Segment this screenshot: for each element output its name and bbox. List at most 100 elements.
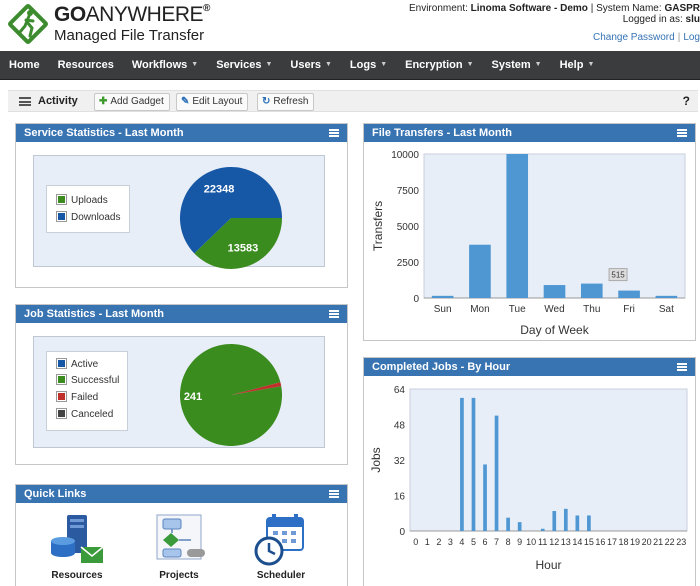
gadget-menu-icon[interactable] [677,363,687,371]
legend-item-canceled[interactable]: Canceled [56,408,114,420]
pie-slice-successful[interactable] [180,344,282,447]
x-tick-label: 20 [642,537,652,547]
goanywhere-logo-icon[interactable] [6,2,50,46]
gadget-menu-icon[interactable] [677,129,687,137]
add-gadget-label: Add Gadget [110,96,164,107]
legend-label: Failed [71,392,99,403]
nav-encryption[interactable]: Encryption ▼ [396,51,482,79]
bar-Wed[interactable] [543,285,566,298]
bar-12[interactable] [552,511,557,531]
bar-15[interactable] [587,515,591,531]
bar-Sat[interactable] [655,295,678,298]
quick-link-resources[interactable]: Resources [44,513,110,581]
bar-5[interactable] [471,397,476,531]
bar-Fri[interactable] [618,290,640,298]
bar-6[interactable] [483,464,487,531]
x-tick-label: 13 [561,537,571,547]
nav-help-label: Help [559,59,584,71]
y-tick-label: 7500 [397,186,420,197]
legend-item-failed[interactable]: Failed [56,391,99,403]
tooltip-box [608,268,628,282]
bar-13[interactable] [563,508,568,531]
projects-icon [156,514,205,560]
bar-9[interactable] [517,522,522,531]
x-tick-label: 11 [538,537,547,547]
add-gadget-button[interactable]: ✚ Add Gadget [94,93,170,111]
x-tick-label: 4 [459,537,464,547]
pie-slice-failed[interactable] [231,382,282,395]
nav-users[interactable]: Users ▼ [281,51,341,79]
x-tick-label: 17 [607,537,617,547]
legend-label: Canceled [71,409,114,420]
change-password-link[interactable]: Change Password [592,32,675,43]
gadget-header: File Transfers - Last Month [364,124,695,142]
bar-11[interactable] [540,528,545,531]
x-tick-label: Wed [544,304,564,315]
nav-system[interactable]: System ▼ [483,51,551,79]
completed-jobs-gadget: Completed Jobs - By Hour 0 16 32 48 64 0 1 2 3 4 5… [363,357,696,586]
pie-slice-uploads[interactable] [194,218,282,269]
main-nav: Home Resources Workflows ▼ Services ▼ User… [0,51,700,80]
gadget-menu-icon[interactable] [329,490,339,498]
nav-workflows[interactable]: Workflows ▼ [123,51,207,79]
x-tick-label: 5 [471,537,476,547]
nav-services[interactable]: Services ▼ [207,51,281,79]
pie-slice-downloads[interactable] [180,167,282,254]
dashboard-title: Activity [38,95,78,107]
pencil-icon: ✎ [181,96,190,107]
y-tick-label: 64 [394,385,406,396]
link-separator: | [677,32,681,43]
edit-layout-button[interactable]: ✎ Edit Layout [176,93,249,111]
y-tick-label: 2500 [397,258,420,269]
quick-links-gadget: Quick Links Resources Projects [15,484,348,586]
nav-home[interactable]: Home [0,51,49,79]
x-tick-label: 19 [630,537,640,547]
bar-Mon[interactable] [469,244,491,298]
gadget-menu-icon[interactable] [329,310,339,318]
x-axis-label: Day of Week [520,323,589,337]
service-pie-chart: 13583 22348 [180,167,282,269]
help-icon[interactable]: ? [682,94,690,108]
y-tick-label: 5000 [397,222,420,233]
bar-Thu[interactable] [580,283,603,298]
y-axis-label: Jobs [369,447,383,472]
legend-item-successful[interactable]: Successful [56,374,119,386]
bar-Sun[interactable] [431,295,454,298]
quick-link-projects[interactable]: Projects [146,513,212,581]
x-tick-label: 7 [494,537,499,547]
gadget-title: Job Statistics - Last Month [24,308,164,320]
bar-Tue[interactable] [506,154,529,298]
refresh-button[interactable]: ↻ Refresh [257,93,315,111]
logout-link[interactable]: Log [683,32,700,43]
system-name-label: | System Name: [590,3,662,14]
legend-item-uploads[interactable]: Uploads [56,194,108,206]
bar-14[interactable] [575,515,580,531]
calendar-clock-icon [254,514,304,566]
bar-8[interactable] [506,517,510,531]
bar-4[interactable] [460,397,464,531]
nav-logs[interactable]: Logs ▼ [341,51,396,79]
service-statistics-gadget: Service Statistics - Last Month Uploads … [15,123,348,288]
nav-help[interactable]: Help ▼ [551,51,604,79]
x-tick-label: 0 [413,537,418,547]
x-tick-label: 15 [584,537,594,547]
nav-resources[interactable]: Resources [49,51,123,79]
quick-link-scheduler[interactable]: Scheduler [248,513,314,581]
bar-7[interactable] [494,415,499,531]
x-tick-label: Sat [659,304,674,315]
nav-logs-label: Logs [349,59,377,71]
x-tick-label: 8 [506,537,511,547]
hamburger-menu-icon[interactable] [19,97,31,106]
legend-item-active[interactable]: Active [56,358,98,370]
quick-link-label: Scheduler [256,570,306,581]
brand-title: GOANYWHERE® [54,3,210,27]
y-tick-label: 48 [394,421,406,432]
gadget-menu-icon[interactable] [329,129,339,137]
plot-area [409,388,688,532]
brand-subtitle: Managed File Transfer [54,27,205,44]
gadget-header: Quick Links [16,485,347,503]
y-tick-label: 16 [394,492,406,503]
legend-label: Uploads [71,195,108,206]
legend-item-downloads[interactable]: Downloads [56,211,120,223]
